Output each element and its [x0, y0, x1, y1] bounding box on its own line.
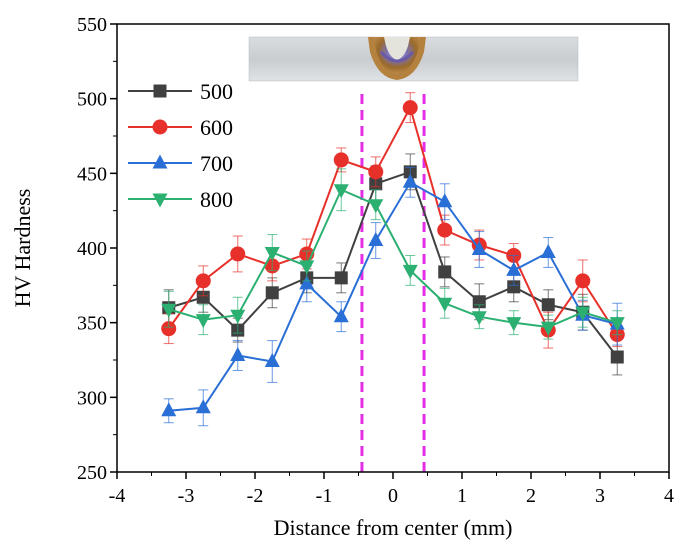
data-point — [265, 286, 279, 300]
data-point — [333, 308, 349, 323]
legend-label: 800 — [200, 187, 233, 212]
y-tick-label: 550 — [77, 14, 107, 36]
y-tick-label: 300 — [77, 387, 107, 409]
legend-item-600: 600 — [128, 115, 233, 140]
data-point — [437, 297, 453, 312]
weld-photo — [248, 36, 579, 82]
data-point — [540, 321, 556, 336]
legend-label: 700 — [200, 151, 233, 176]
legend-marker — [152, 193, 168, 208]
data-point — [610, 350, 624, 364]
data-point — [437, 193, 453, 208]
y-tick-label: 350 — [77, 313, 107, 335]
data-point — [438, 265, 452, 279]
axis-ticks: -4 -3 -2 -1 0 1 2 3 4 250 300 350 400 450 500 550 — [77, 14, 674, 507]
data-point — [471, 240, 487, 255]
legend-marker — [152, 119, 168, 135]
plot-area — [161, 89, 625, 472]
x-tick-label: -4 — [109, 485, 126, 507]
legend-item-500: 500 — [128, 79, 233, 104]
legend-label: 600 — [200, 115, 233, 140]
legend-marker — [153, 84, 167, 98]
x-tick-label: -3 — [178, 485, 195, 507]
data-point — [575, 306, 591, 321]
legend: 500 600 700 800 — [128, 79, 233, 212]
data-point — [195, 273, 211, 289]
y-tick-label: 400 — [77, 238, 107, 260]
legend-marker — [152, 154, 168, 169]
data-point — [540, 243, 556, 258]
x-tick-label: -1 — [316, 485, 333, 507]
series-700 — [161, 166, 625, 427]
x-tick-label: 4 — [664, 485, 674, 507]
data-point — [161, 303, 177, 318]
x-axis-title: Distance from center (mm) — [274, 515, 513, 540]
data-point — [196, 290, 210, 304]
x-tick-label: 2 — [526, 485, 536, 507]
data-point — [195, 314, 211, 329]
data-point — [230, 246, 246, 262]
y-tick-label: 450 — [77, 163, 107, 185]
legend-item-700: 700 — [128, 151, 233, 176]
y-tick-label: 500 — [77, 89, 107, 111]
data-point — [230, 309, 246, 324]
data-point — [368, 164, 384, 180]
data-point — [437, 222, 453, 238]
data-point — [161, 321, 177, 337]
legend-item-800: 800 — [128, 187, 233, 212]
data-point — [506, 317, 522, 332]
data-point — [230, 347, 246, 362]
data-point — [333, 152, 349, 168]
y-tick-label: 250 — [77, 462, 107, 484]
data-point — [368, 199, 384, 214]
data-point — [161, 402, 177, 417]
legend-label: 500 — [200, 79, 233, 104]
data-point — [541, 298, 555, 312]
data-point — [609, 317, 625, 332]
data-point — [299, 275, 315, 290]
data-point — [195, 399, 211, 414]
data-point — [575, 273, 591, 289]
data-point — [402, 100, 418, 116]
data-point — [471, 311, 487, 326]
y-axis-title: HV Hardness — [10, 189, 35, 308]
data-point — [264, 246, 280, 261]
data-point — [264, 352, 280, 367]
data-point — [368, 232, 384, 247]
series-line — [168, 188, 618, 329]
data-point — [402, 264, 418, 279]
series-800 — [161, 168, 625, 340]
data-point — [334, 271, 348, 285]
data-point — [506, 261, 522, 276]
data-point — [299, 260, 315, 275]
data-point — [333, 184, 349, 199]
series-line — [168, 180, 618, 412]
x-tick-label: 3 — [595, 485, 605, 507]
x-tick-label: 1 — [457, 485, 467, 507]
data-point — [402, 173, 418, 188]
x-tick-label: -2 — [247, 485, 264, 507]
data-point — [507, 280, 521, 294]
x-tick-label: 0 — [388, 485, 398, 507]
